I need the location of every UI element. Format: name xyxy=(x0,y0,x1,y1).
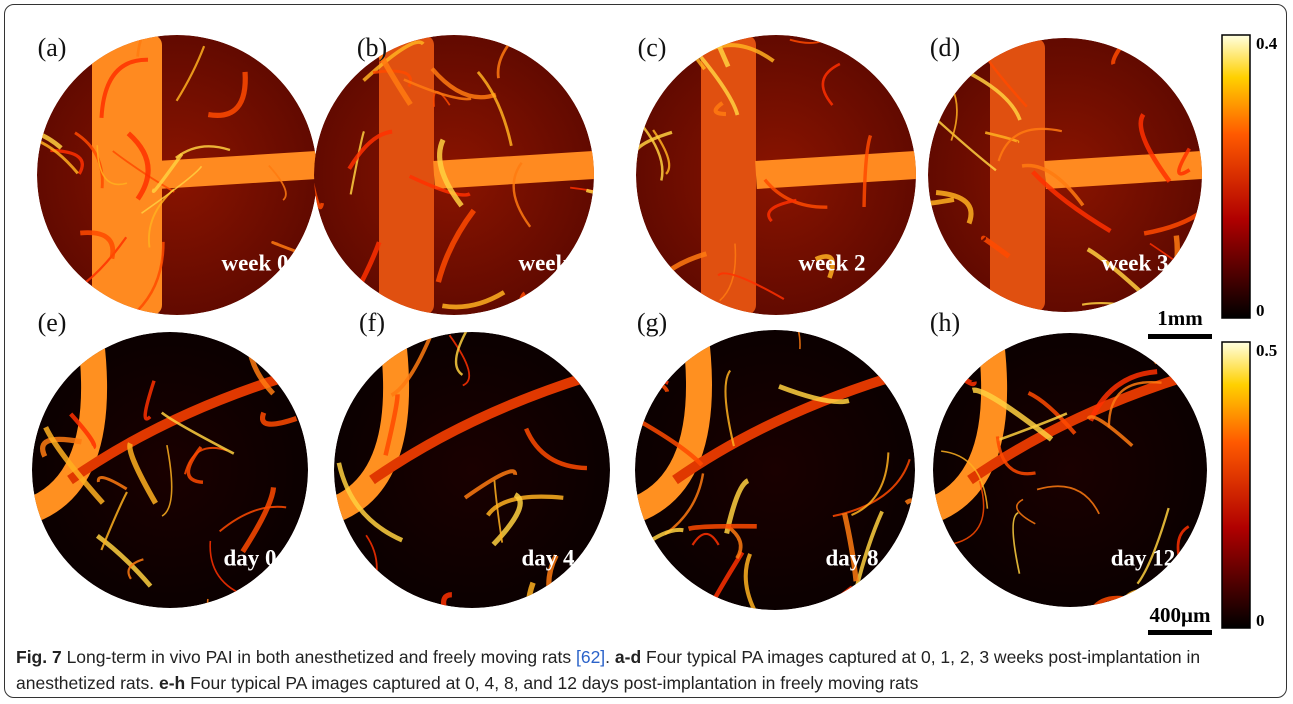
small-vessel xyxy=(318,229,323,303)
pa-image xyxy=(909,277,1272,624)
small-vessel xyxy=(558,327,594,374)
panel-caption: day 12 xyxy=(1111,545,1176,570)
panel-caption: week 2 xyxy=(798,250,865,275)
figure-graphic: (a) week 0 (b) week 1 (c) week 2 (d) week 3 (e) d… xyxy=(0,0,1293,640)
small-vessel xyxy=(938,562,968,583)
figure-page: (a) week 0 (b) week 1 (c) week 2 (d) week 3 (e) d… xyxy=(0,0,1293,704)
small-vessel xyxy=(267,577,339,608)
branch-vessel xyxy=(756,165,916,175)
caption-text: Four typical PA images captured at 0, 4,… xyxy=(185,673,918,693)
figure-label: Fig. 7 xyxy=(16,647,62,667)
panel-caption: day 4 xyxy=(521,545,575,570)
branch-vessel xyxy=(434,165,594,175)
main-vessel xyxy=(379,35,434,315)
pa-image xyxy=(267,312,654,640)
panel-label: (e) xyxy=(38,308,67,337)
panel-label: (a) xyxy=(38,33,67,62)
colorbar-min-label: 0 xyxy=(1256,611,1265,630)
small-vessel xyxy=(592,567,654,616)
panel-caption: day 8 xyxy=(825,545,878,570)
branch-vessel xyxy=(157,165,317,175)
small-vessel xyxy=(298,389,354,395)
small-vessel xyxy=(241,583,302,618)
small-vessel xyxy=(67,568,70,616)
reference-link[interactable]: [62] xyxy=(576,647,605,667)
small-vessel xyxy=(606,355,667,392)
panel-caption: day 0 xyxy=(223,545,276,570)
small-vessel xyxy=(925,346,974,383)
panel-caption: week 3 xyxy=(1101,250,1168,275)
panel-label: (h) xyxy=(930,308,960,337)
scale-bar xyxy=(1148,334,1212,339)
panel-caption: week 1 xyxy=(518,250,585,275)
small-vessel xyxy=(689,526,757,529)
figure-caption: Fig. 7 Long-term in vivo PAI in both ane… xyxy=(16,644,1281,696)
small-vessel xyxy=(207,599,236,640)
pa-image xyxy=(0,332,308,640)
colorbar xyxy=(1222,342,1250,628)
small-vessel xyxy=(585,327,601,341)
caption-text: Long-term in vivo PAI in both anesthetiz… xyxy=(62,647,576,667)
panel-range: e-h xyxy=(159,673,185,693)
small-vessel xyxy=(1159,9,1189,42)
small-vessel xyxy=(859,40,892,58)
caption-text: . xyxy=(605,647,615,667)
scale-bar-label: 400μm xyxy=(1150,603,1211,627)
panel-label: (b) xyxy=(357,33,387,62)
small-vessel xyxy=(909,561,940,604)
small-vessel xyxy=(0,547,55,560)
panel-range: a-d xyxy=(615,647,641,667)
panel-label: (c) xyxy=(638,33,667,62)
panel-label: (g) xyxy=(637,308,667,337)
small-vessel xyxy=(522,596,587,635)
pa-image xyxy=(606,289,936,636)
small-vessel xyxy=(662,301,704,337)
small-vessel xyxy=(600,336,609,405)
small-vessel xyxy=(584,72,662,111)
small-vessel xyxy=(906,355,935,399)
panel-caption: week 0 xyxy=(221,250,288,275)
panel-label: (d) xyxy=(930,33,960,62)
colorbar-max-label: 0.4 xyxy=(1256,34,1278,53)
panel-label: (f) xyxy=(359,308,385,337)
colorbar-max-label: 0.5 xyxy=(1256,341,1277,360)
scale-bar-label: 1mm xyxy=(1157,306,1203,330)
scale-bar xyxy=(1148,630,1212,635)
colorbar-min-label: 0 xyxy=(1256,301,1265,320)
colorbar xyxy=(1222,35,1250,318)
